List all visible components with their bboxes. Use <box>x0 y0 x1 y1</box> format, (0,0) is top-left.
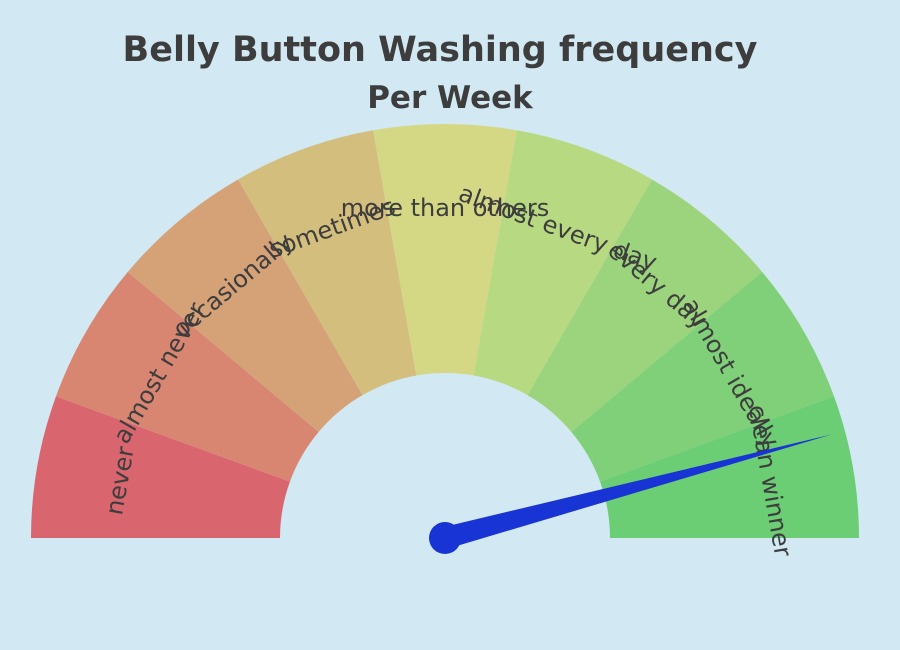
chart-title: Belly Button Washing frequency <box>122 30 758 70</box>
chart-subtitle: Per Week <box>367 80 533 116</box>
gauge-segments <box>31 124 859 538</box>
gauge-segment <box>571 271 835 482</box>
gauge-label: more than others <box>341 194 549 222</box>
gauge-segment <box>527 179 763 432</box>
gauge-needle <box>442 434 832 549</box>
gauge-segment <box>473 130 652 396</box>
gauge-segment <box>55 271 319 482</box>
gauge-segment <box>600 396 859 538</box>
gauge-needle-hub <box>429 522 461 554</box>
gauge-segment <box>373 124 517 376</box>
gauge-segment <box>127 179 363 432</box>
gauge-segment <box>31 396 290 538</box>
gauge-segment <box>238 130 417 396</box>
